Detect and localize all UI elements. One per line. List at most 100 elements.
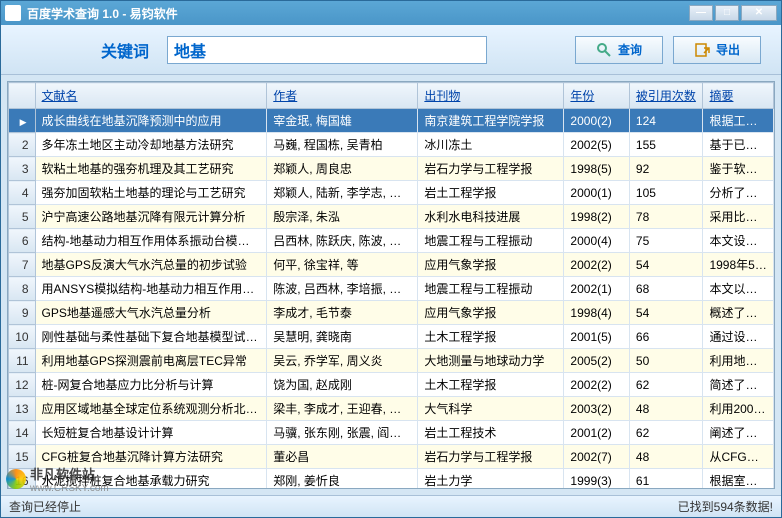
table-row[interactable]: 7地基GPS反演大气水汽总量的初步试验何平, 徐宝祥, 等应用气象学报2002(… (9, 253, 774, 277)
cell-cite: 92 (629, 157, 703, 181)
cell-year: 2002(2) (564, 373, 629, 397)
table-row[interactable]: 4强夯加固软粘土地基的理论与工艺研究郑颖人, 陆新, 李学志, 马遂兴岩土工程学… (9, 181, 774, 205)
row-number: 8 (9, 277, 36, 301)
table-row[interactable]: 12桩-网复合地基应力比分析与计算饶为国, 赵成刚土木工程学报2002(2)62… (9, 373, 774, 397)
cell-cite: 66 (629, 325, 703, 349)
status-right: 已找到594条数据! (678, 498, 773, 515)
cell-author: 董必昌 (267, 445, 418, 469)
cell-abs: 通过设计和.. (703, 325, 774, 349)
cell-cite: 124 (629, 109, 703, 133)
cell-author: 郑刚, 姜忻良 (267, 469, 418, 490)
cell-year: 2001(2) (564, 421, 629, 445)
titlebar: 百度学术查询 1.0 - 易钧软件 — □ ✕ (1, 1, 781, 25)
table-row[interactable]: 13应用区域地基全球定位系统观测分析北京地区大...梁丰, 李成才, 王迎春, … (9, 397, 774, 421)
cell-year: 2005(2) (564, 349, 629, 373)
row-number: 5 (9, 205, 36, 229)
cell-year: 2002(7) (564, 445, 629, 469)
minimize-button[interactable]: — (689, 5, 713, 21)
cell-abs: 利用2000年.. (703, 397, 774, 421)
row-number: 3 (9, 157, 36, 181)
cell-title: 桩-网复合地基应力比分析与计算 (35, 373, 267, 397)
row-number: 9 (9, 301, 36, 325)
table-row[interactable]: 15CFG桩复合地基沉降计算方法研究董必昌岩石力学与工程学报2002(7)48从… (9, 445, 774, 469)
cell-author: 吕西林, 陈跃庆, 陈波, 黄炜.. (267, 229, 418, 253)
cell-cite: 75 (629, 229, 703, 253)
app-icon (5, 5, 21, 21)
cell-pub: 大地测量与地球动力学 (418, 349, 564, 373)
table-row[interactable]: 16水泥搅拌桩复合地基承载力研究郑刚, 姜忻良岩土力学1999(3)61根据室内… (9, 469, 774, 490)
cell-year: 1998(5) (564, 157, 629, 181)
row-number: 13 (9, 397, 36, 421)
cell-cite: 54 (629, 253, 703, 277)
grid-area: 文献名 作者 出刊物 年份 被引用次数 摘要 成长曲线在地基沉降预测中的应用宰金… (1, 75, 781, 495)
cell-pub: 应用气象学报 (418, 301, 564, 325)
app-window: 百度学术查询 1.0 - 易钧软件 — □ ✕ 关键词 查询 导出 文献名 (0, 0, 782, 518)
cell-author: 郑颖人, 陆新, 李学志, 马遂兴 (267, 181, 418, 205)
status-left: 查询已经停止 (9, 498, 81, 515)
cell-author: 马巍, 程国栋, 吴青柏 (267, 133, 418, 157)
cell-author: 饶为国, 赵成刚 (267, 373, 418, 397)
row-number (9, 109, 36, 133)
cell-abs: 采用比奥固.. (703, 205, 774, 229)
cell-abs: 简述了桩-.. (703, 373, 774, 397)
cell-cite: 78 (629, 205, 703, 229)
data-grid[interactable]: 文献名 作者 出刊物 年份 被引用次数 摘要 成长曲线在地基沉降预测中的应用宰金… (7, 81, 775, 489)
table-row[interactable]: 3软粘土地基的强夯机理及其工艺研究郑颖人, 周良忠岩石力学与工程学报1998(5… (9, 157, 774, 181)
table-row[interactable]: 14长短桩复合地基设计计算马骥, 张东刚, 张震, 阎明礼岩土工程技术2001(… (9, 421, 774, 445)
table-row[interactable]: 2多年冻土地区主动冷却地基方法研究马巍, 程国栋, 吴青柏冰川冻土2002(5)… (9, 133, 774, 157)
table-row[interactable]: 10刚性基础与柔性基础下复合地基模型试验对比研究吴慧明, 龚晓南土木工程学报20… (9, 325, 774, 349)
cell-author: 李成才, 毛节泰 (267, 301, 418, 325)
table-row[interactable]: 11利用地基GPS探测震前电离层TEC异常吴云, 乔学军, 周义炎大地测量与地球… (9, 349, 774, 373)
table-row[interactable]: 成长曲线在地基沉降预测中的应用宰金珉, 梅国雄南京建筑工程学院学报2000(2)… (9, 109, 774, 133)
cell-year: 1999(3) (564, 469, 629, 490)
cell-abs: 1998年5~6.. (703, 253, 774, 277)
cell-cite: 62 (629, 373, 703, 397)
cell-pub: 岩土工程学报 (418, 181, 564, 205)
watermark-text: 非凡软件站 (30, 464, 109, 483)
table-row[interactable]: 8用ANSYS模拟结构-地基动力相互作用振动台试验...陈波, 吕西林, 李培振… (9, 277, 774, 301)
cell-author: 陈波, 吕西林, 李培振, 陈跃庆 (267, 277, 418, 301)
row-number: 14 (9, 421, 36, 445)
cell-cite: 48 (629, 397, 703, 421)
cell-title: 利用地基GPS探测震前电离层TEC异常 (35, 349, 267, 373)
col-year[interactable]: 年份 (564, 83, 629, 109)
statusbar: 查询已经停止 已找到594条数据! (1, 495, 781, 517)
cell-pub: 南京建筑工程学院学报 (418, 109, 564, 133)
col-pub[interactable]: 出刊物 (418, 83, 564, 109)
search-icon (596, 42, 612, 58)
cell-author: 吴慧明, 龚晓南 (267, 325, 418, 349)
cell-pub: 土木工程学报 (418, 325, 564, 349)
export-button[interactable]: 导出 (673, 36, 761, 64)
cell-abs: 本文以结构.. (703, 277, 774, 301)
cell-pub: 地震工程与工程振动 (418, 229, 564, 253)
cell-title: 用ANSYS模拟结构-地基动力相互作用振动台试验... (35, 277, 267, 301)
cell-year: 2001(5) (564, 325, 629, 349)
close-button[interactable]: ✕ (741, 5, 777, 21)
row-number: 7 (9, 253, 36, 277)
cell-author: 殷宗泽, 朱泓 (267, 205, 418, 229)
col-author[interactable]: 作者 (267, 83, 418, 109)
keyword-input[interactable] (167, 36, 487, 64)
cell-title: 地基GPS反演大气水汽总量的初步试验 (35, 253, 267, 277)
cell-cite: 54 (629, 301, 703, 325)
table-row[interactable]: 5沪宁高速公路地基沉降有限元计算分析殷宗泽, 朱泓水利水电科技进展1998(2)… (9, 205, 774, 229)
table-row[interactable]: 9GPS地基遥感大气水汽总量分析李成才, 毛节泰应用气象学报1998(4)54概… (9, 301, 774, 325)
cell-title: 长短桩复合地基设计计算 (35, 421, 267, 445)
cell-pub: 大气科学 (418, 397, 564, 421)
row-number: 4 (9, 181, 36, 205)
col-rownum[interactable] (9, 83, 36, 109)
col-abs[interactable]: 摘要 (703, 83, 774, 109)
col-title[interactable]: 文献名 (35, 83, 267, 109)
cell-author: 何平, 徐宝祥, 等 (267, 253, 418, 277)
cell-title: 强夯加固软粘土地基的理论与工艺研究 (35, 181, 267, 205)
search-button-label: 查询 (618, 41, 642, 58)
maximize-button[interactable]: □ (715, 5, 739, 21)
col-cite[interactable]: 被引用次数 (629, 83, 703, 109)
cell-author: 梁丰, 李成才, 王迎春, 毛节.. (267, 397, 418, 421)
cell-year: 2003(2) (564, 397, 629, 421)
table-row[interactable]: 6结构-地基动力相互作用体系振动台模型试验研究吕西林, 陈跃庆, 陈波, 黄炜.… (9, 229, 774, 253)
cell-year: 2000(2) (564, 109, 629, 133)
row-number: 11 (9, 349, 36, 373)
cell-cite: 61 (629, 469, 703, 490)
search-button[interactable]: 查询 (575, 36, 663, 64)
